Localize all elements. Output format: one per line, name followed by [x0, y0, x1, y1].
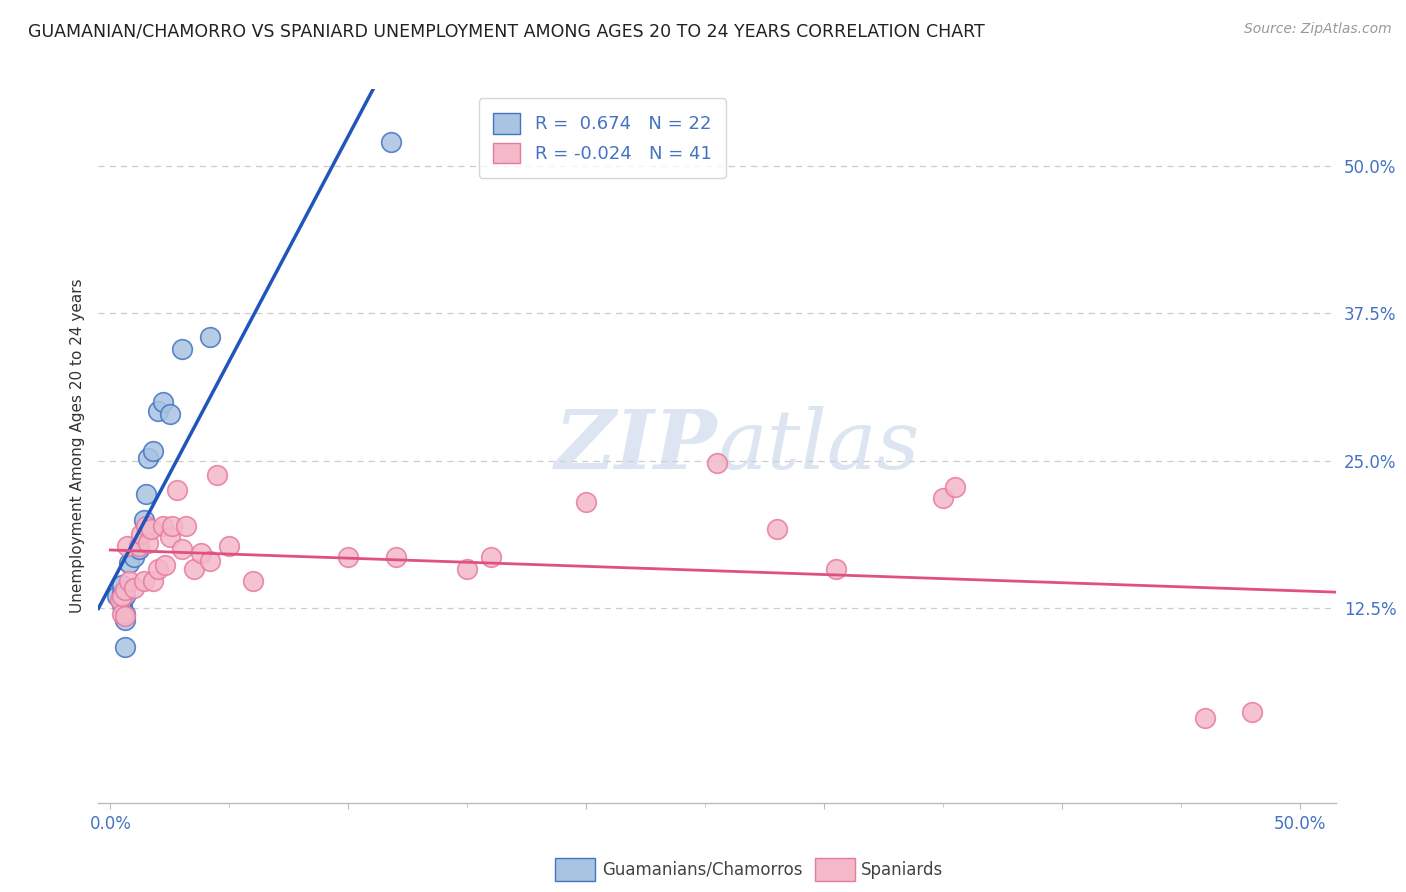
Point — [138, 536, 160, 550]
Point — [111, 593, 134, 607]
Y-axis label: Unemployment Among Ages 20 to 24 years: Unemployment Among Ages 20 to 24 years — [69, 278, 84, 614]
Point — [111, 598, 134, 612]
Point — [108, 593, 131, 607]
Point — [128, 542, 150, 557]
Point — [114, 609, 136, 624]
Point — [142, 574, 165, 588]
Point — [111, 586, 134, 600]
Point — [122, 550, 145, 565]
Point — [242, 574, 264, 588]
Text: atlas: atlas — [717, 406, 920, 486]
Point — [114, 583, 136, 598]
Point — [159, 407, 181, 421]
Point — [111, 590, 134, 604]
Point — [765, 522, 787, 536]
Point — [380, 136, 402, 150]
Point — [152, 394, 174, 409]
Point — [132, 574, 155, 588]
Text: GUAMANIAN/CHAMORRO VS SPANIARD UNEMPLOYMENT AMONG AGES 20 TO 24 YEARS CORRELATIO: GUAMANIAN/CHAMORRO VS SPANIARD UNEMPLOYM… — [28, 22, 984, 40]
Point — [159, 530, 181, 544]
Point — [160, 518, 183, 533]
Point — [200, 330, 222, 344]
Point — [146, 562, 169, 576]
Point — [138, 451, 160, 466]
Point — [170, 542, 193, 557]
Text: Spaniards: Spaniards — [860, 861, 942, 879]
Point — [152, 518, 174, 533]
Point — [207, 467, 229, 482]
Legend: R =  0.674   N = 22, R = -0.024   N = 41: R = 0.674 N = 22, R = -0.024 N = 41 — [478, 98, 725, 178]
Point — [200, 554, 222, 568]
Point — [142, 444, 165, 458]
Point — [218, 539, 240, 553]
Point — [146, 404, 169, 418]
Point — [943, 480, 966, 494]
Point — [385, 550, 408, 565]
Point — [337, 550, 360, 565]
Point — [135, 518, 157, 533]
Point — [575, 495, 598, 509]
Text: Guamanians/Chamorros: Guamanians/Chamorros — [602, 861, 803, 879]
Text: ZIP: ZIP — [554, 406, 717, 486]
Point — [111, 577, 134, 591]
Point — [107, 590, 129, 604]
Point — [825, 562, 848, 576]
Point — [111, 607, 134, 621]
Point — [479, 550, 502, 565]
Point — [114, 590, 136, 604]
Point — [706, 456, 728, 470]
Point — [122, 581, 145, 595]
Point — [153, 558, 176, 572]
Point — [114, 640, 136, 654]
Point — [176, 518, 198, 533]
Point — [114, 607, 136, 621]
Point — [114, 613, 136, 627]
Point — [183, 562, 205, 576]
Point — [135, 487, 157, 501]
Point — [115, 539, 138, 553]
Point — [139, 522, 162, 536]
Point — [118, 557, 141, 571]
Point — [128, 539, 150, 553]
Point — [132, 513, 155, 527]
Point — [932, 491, 955, 506]
Point — [1241, 705, 1264, 719]
Point — [166, 483, 188, 498]
Point — [129, 527, 152, 541]
Point — [456, 562, 478, 576]
Point — [170, 342, 193, 356]
Point — [190, 546, 212, 560]
Point — [118, 574, 141, 588]
Point — [1194, 711, 1216, 725]
Text: Source: ZipAtlas.com: Source: ZipAtlas.com — [1244, 22, 1392, 37]
